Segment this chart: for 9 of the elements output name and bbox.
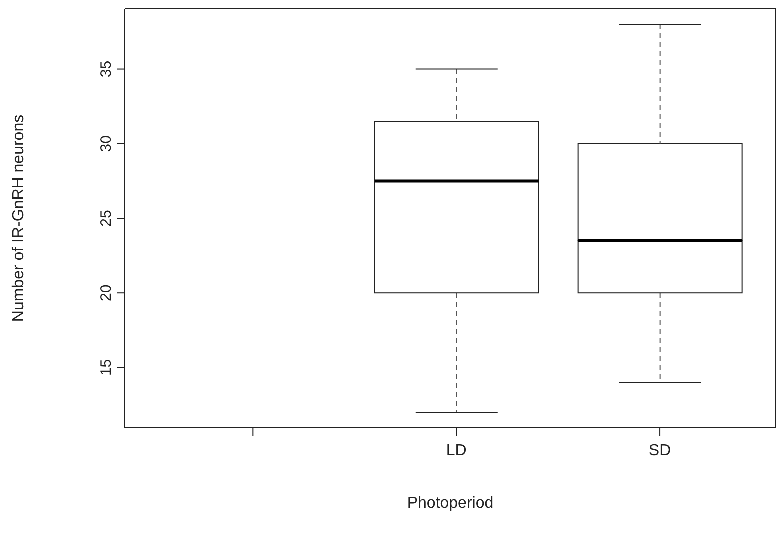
x-axis-title: Photoperiod bbox=[407, 495, 494, 512]
x-tick-label: SD bbox=[648, 442, 672, 460]
y-tick-label: 20 bbox=[98, 284, 115, 302]
y-tick-label: 25 bbox=[98, 210, 115, 227]
y-tick-label: 15 bbox=[98, 359, 115, 376]
y-axis-title: Number of IR-GnRH neurons bbox=[10, 114, 28, 322]
y-tick-label: 35 bbox=[98, 60, 115, 78]
x-tick-label: LD bbox=[446, 442, 467, 460]
y-tick-label: 30 bbox=[98, 136, 115, 152]
